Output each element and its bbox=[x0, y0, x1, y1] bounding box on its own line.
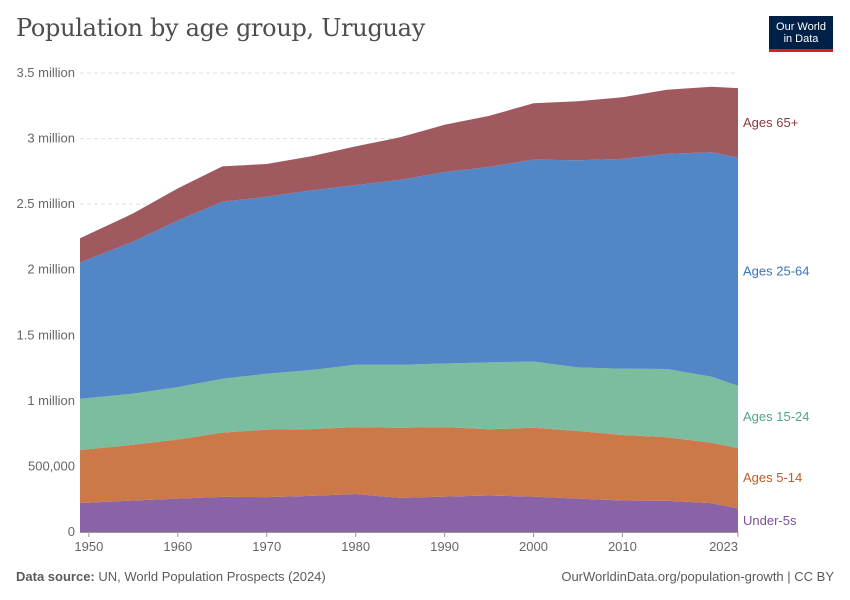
area-ages-25-64[interactable] bbox=[80, 152, 738, 399]
series-label: Ages 15-24 bbox=[743, 409, 810, 424]
source-url-link[interactable]: OurWorldinData.org/population-growth | C… bbox=[561, 569, 834, 584]
y-tick-label: 500,000 bbox=[28, 458, 75, 473]
y-tick-label: 2.5 million bbox=[16, 196, 75, 211]
chart-title: Population by age group, Uruguay bbox=[16, 14, 425, 42]
x-tick-label: 1990 bbox=[430, 539, 459, 554]
y-tick-label: 0 bbox=[68, 524, 75, 539]
x-tick-label: 2010 bbox=[608, 539, 637, 554]
y-tick-label: 3.5 million bbox=[16, 65, 75, 80]
logo-line-2: in Data bbox=[783, 33, 819, 45]
series-label: Under-5s bbox=[743, 513, 797, 528]
y-tick-label: 1.5 million bbox=[16, 327, 75, 342]
x-tick-label: 1960 bbox=[163, 539, 192, 554]
x-tick-label: 1970 bbox=[252, 539, 281, 554]
area-ages-5-14[interactable] bbox=[80, 427, 738, 509]
stacked-areas bbox=[80, 86, 738, 532]
series-label: Ages 25-64 bbox=[743, 264, 810, 279]
area-ages-65-[interactable] bbox=[80, 86, 738, 263]
area-ages-15-24[interactable] bbox=[80, 361, 738, 451]
x-tick-label: 1980 bbox=[341, 539, 370, 554]
y-tick-label: 2 million bbox=[27, 262, 75, 277]
x-tick-label: 1950 bbox=[74, 539, 103, 554]
x-axis: 1950 1960 1970 1980 1990 2000 2010 2023 bbox=[74, 532, 739, 554]
y-tick-label: 3 million bbox=[27, 131, 75, 146]
data-source-text: UN, World Population Prospects (2024) bbox=[98, 569, 326, 584]
data-source-label: Data source: bbox=[16, 569, 95, 584]
y-tick-label: 1 million bbox=[27, 393, 75, 408]
x-tick-label: 2000 bbox=[519, 539, 548, 554]
area-under-5s[interactable] bbox=[80, 494, 738, 532]
logo-line-1: Our World bbox=[776, 21, 826, 33]
series-labels: Under-5s Ages 5-14 Ages 15-24 Ages 25-64 Age… bbox=[743, 115, 810, 528]
x-tick-label: 2023 bbox=[709, 539, 738, 554]
series-label: Ages 5-14 bbox=[743, 470, 802, 485]
owid-logo[interactable]: Our World in Data bbox=[769, 16, 833, 52]
data-source: Data source: UN, World Population Prospe… bbox=[16, 569, 326, 584]
y-axis: 0 500,000 1 million 1.5 million 2 million 2.5… bbox=[16, 65, 75, 539]
series-label: Ages 65+ bbox=[743, 115, 798, 130]
